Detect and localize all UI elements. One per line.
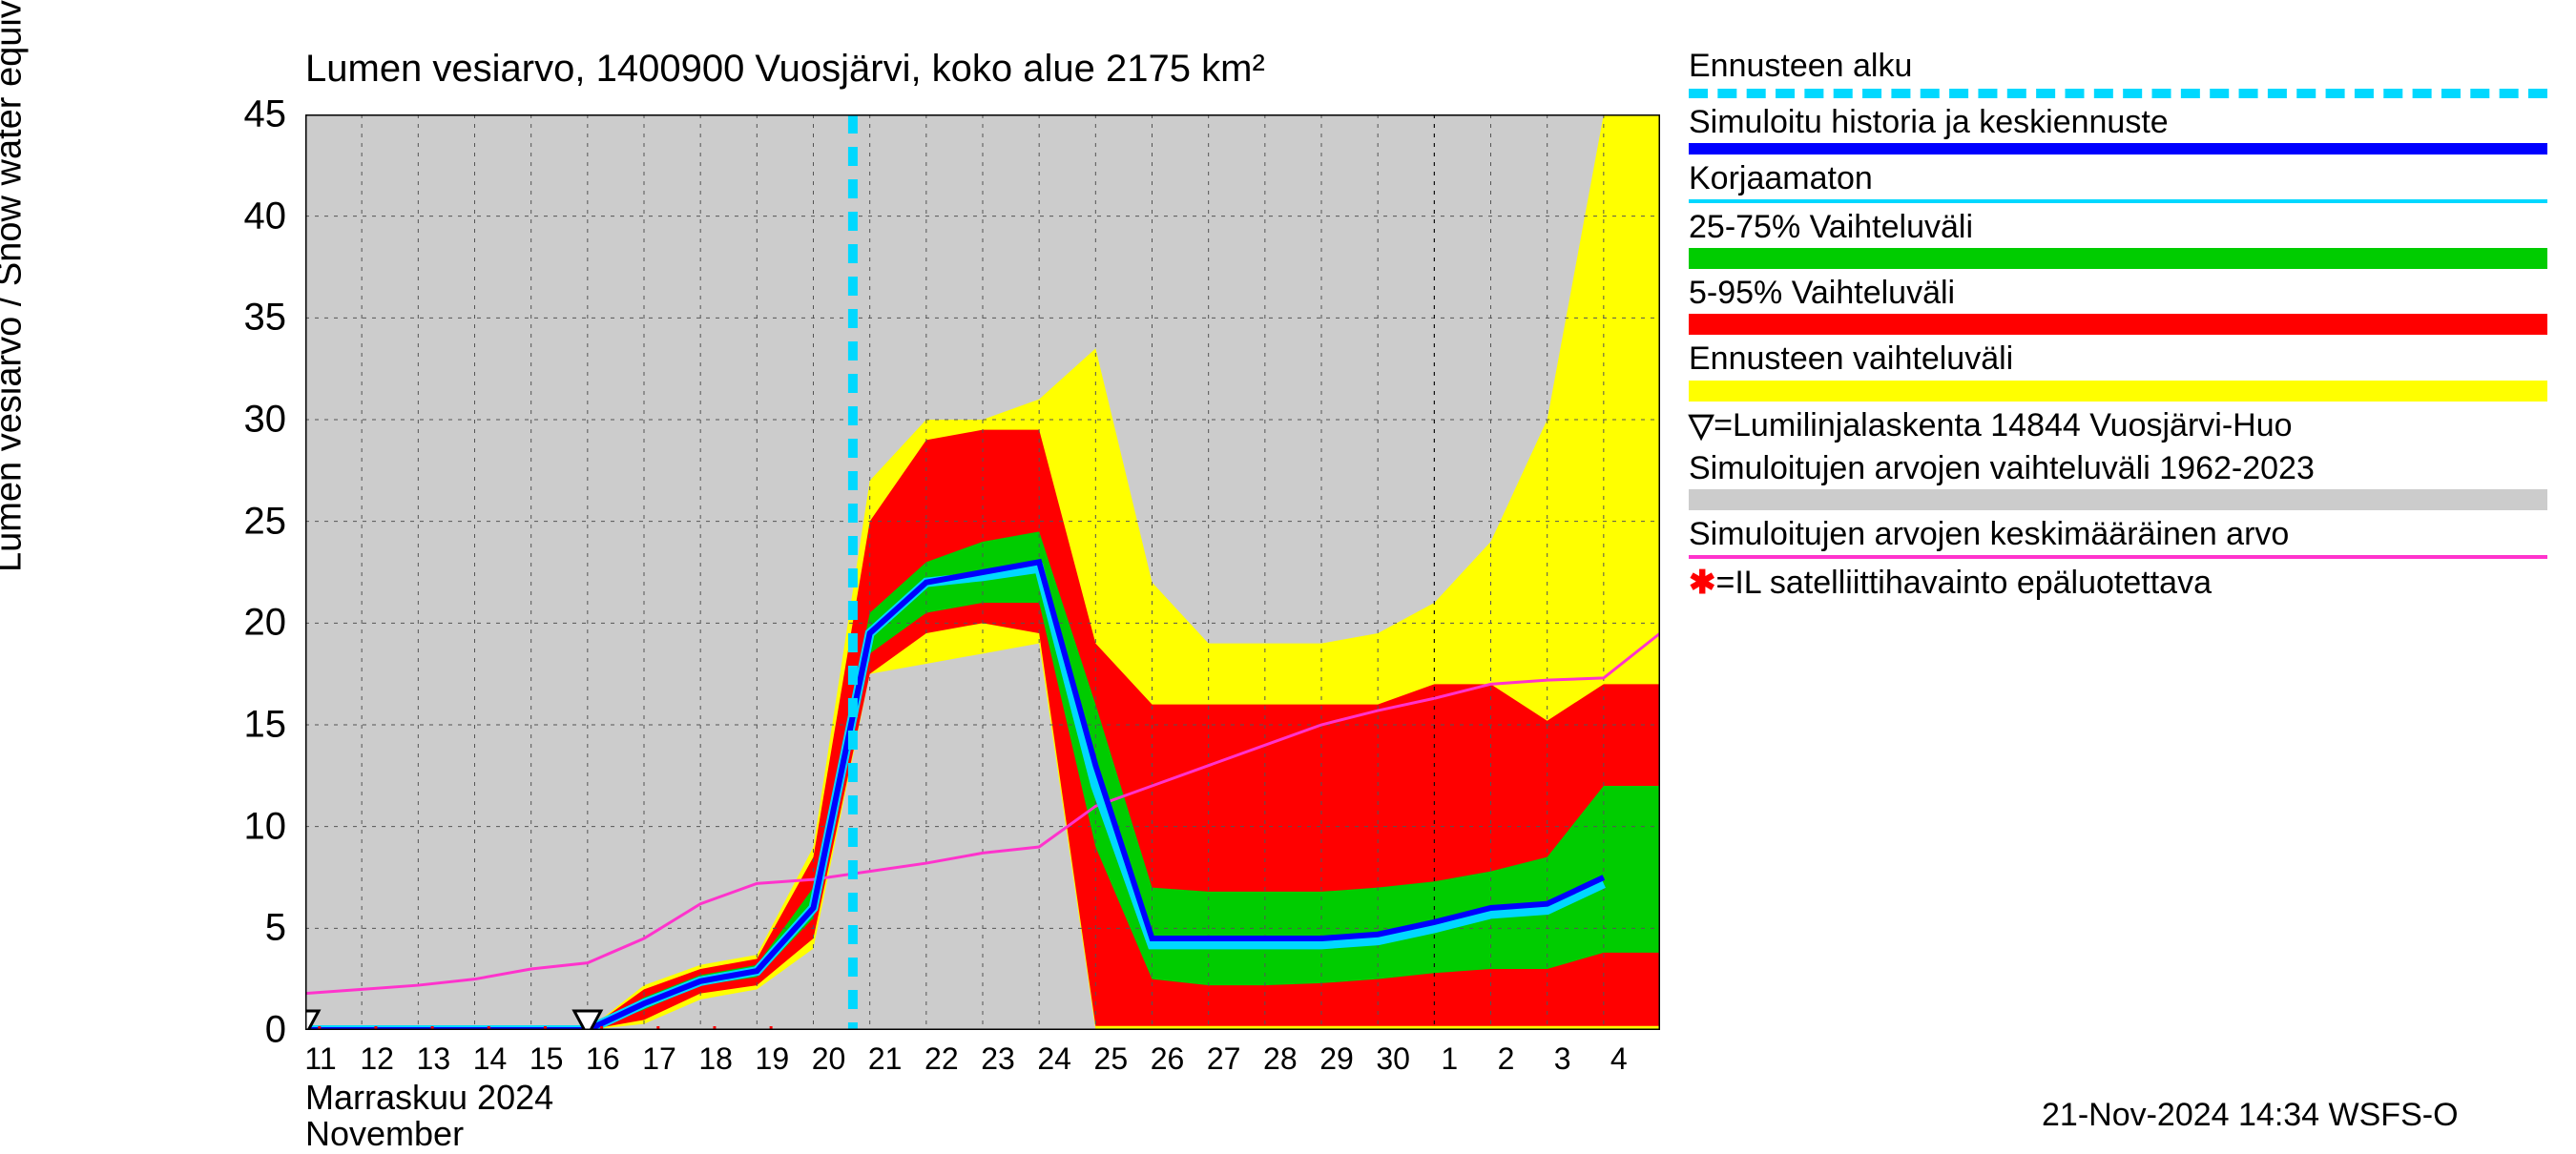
legend-entry: Ennusteen alku xyxy=(1689,48,2547,98)
xtick-label: 13 xyxy=(417,1041,451,1077)
legend-text: =Lumilinjalaskenta 14844 Vuosjärvi-Huo xyxy=(1714,407,2292,443)
legend-label: Simuloitu historia ja keskiennuste xyxy=(1689,104,2547,141)
xtick-label: 14 xyxy=(473,1041,508,1077)
xtick-label: 26 xyxy=(1151,1041,1185,1077)
legend-swatch xyxy=(1689,89,2547,98)
chart-footer-timestamp: 21-Nov-2024 14:34 WSFS-O xyxy=(2042,1097,2459,1134)
ytick-label: 25 xyxy=(0,500,286,543)
xtick-label: 16 xyxy=(586,1041,620,1077)
legend-text: =IL satelliittihavainto epäluotettava xyxy=(1716,565,2212,601)
asterisk-icon: ✱ xyxy=(1689,565,1716,601)
legend: Ennusteen alku Simuloitu historia ja kesk… xyxy=(1689,48,2547,608)
xtick-label: 25 xyxy=(1094,1041,1129,1077)
xtick-label: 15 xyxy=(530,1041,564,1077)
xtick-label: 28 xyxy=(1263,1041,1298,1077)
y-axis-label: Lumen vesiarvo / Snow water equiv. mm xyxy=(0,0,31,572)
xtick-label: 27 xyxy=(1207,1041,1241,1077)
legend-swatch xyxy=(1689,143,2547,155)
legend-entry: Ennusteen vaihteluväli xyxy=(1689,340,2547,401)
xtick-label: 12 xyxy=(360,1041,394,1077)
legend-label: Korjaamaton xyxy=(1689,160,2547,197)
legend-swatch xyxy=(1689,555,2547,559)
legend-swatch xyxy=(1689,248,2547,269)
legend-entry: Korjaamaton xyxy=(1689,160,2547,203)
triangle-down-icon: ▽ xyxy=(1689,407,1714,443)
legend-swatch xyxy=(1689,489,2547,510)
legend-label: 25-75% Vaihteluväli xyxy=(1689,209,2547,246)
legend-swatch xyxy=(1689,314,2547,335)
legend-label: Ennusteen alku xyxy=(1689,48,2547,85)
legend-label: 5-95% Vaihteluväli xyxy=(1689,275,2547,312)
legend-entry: ✱=IL satelliittihavainto epäluotettava xyxy=(1689,565,2547,602)
xtick-label: 23 xyxy=(981,1041,1015,1077)
legend-entry: Simuloitujen arvojen vaihteluväli 1962-2… xyxy=(1689,450,2547,510)
xtick-label: 2 xyxy=(1498,1041,1515,1077)
legend-swatch xyxy=(1689,199,2547,203)
xtick-label: 4 xyxy=(1610,1041,1628,1077)
chart-title: Lumen vesiarvo, 1400900 Vuosjärvi, koko … xyxy=(305,48,1265,91)
legend-entry: 25-75% Vaihteluväli xyxy=(1689,209,2547,269)
xtick-label: 19 xyxy=(756,1041,790,1077)
legend-swatch xyxy=(1689,381,2547,402)
ytick-label: 20 xyxy=(0,602,286,645)
ytick-label: 45 xyxy=(0,93,286,136)
legend-entry: ▽=Lumilinjalaskenta 14844 Vuosjärvi-Huo xyxy=(1689,407,2547,444)
ytick-label: 5 xyxy=(0,907,286,950)
x-axis-caption-month-en: November xyxy=(305,1114,464,1154)
ytick-label: 10 xyxy=(0,805,286,848)
xtick-label: 20 xyxy=(812,1041,846,1077)
ytick-label: 35 xyxy=(0,297,286,340)
x-axis-caption-month-fi: Marraskuu 2024 xyxy=(305,1078,553,1118)
xtick-label: 18 xyxy=(698,1041,733,1077)
legend-label: Ennusteen vaihteluväli xyxy=(1689,340,2547,378)
xtick-label: 24 xyxy=(1037,1041,1071,1077)
legend-entry: Simuloitujen arvojen keskimääräinen arvo xyxy=(1689,516,2547,559)
legend-label: Simuloitujen arvojen keskimääräinen arvo xyxy=(1689,516,2547,553)
xtick-label: 22 xyxy=(924,1041,959,1077)
legend-entry: Simuloitu historia ja keskiennuste xyxy=(1689,104,2547,155)
xtick-label: 17 xyxy=(642,1041,676,1077)
ytick-label: 15 xyxy=(0,704,286,747)
legend-label: Simuloitujen arvojen vaihteluväli 1962-2… xyxy=(1689,450,2547,487)
xtick-label: 21 xyxy=(868,1041,903,1077)
legend-label: ▽=Lumilinjalaskenta 14844 Vuosjärvi-Huo xyxy=(1689,407,2547,444)
xtick-label: 29 xyxy=(1319,1041,1354,1077)
chart-container: Lumen vesiarvo, 1400900 Vuosjärvi, koko … xyxy=(0,0,2576,1144)
ytick-label: 0 xyxy=(0,1009,286,1052)
xtick-label: 3 xyxy=(1554,1041,1571,1077)
legend-entry: 5-95% Vaihteluväli xyxy=(1689,275,2547,335)
ytick-label: 30 xyxy=(0,399,286,442)
xtick-label: 1 xyxy=(1441,1041,1458,1077)
xtick-label: 11 xyxy=(304,1041,336,1077)
legend-label: ✱=IL satelliittihavainto epäluotettava xyxy=(1689,565,2547,602)
xtick-label: 30 xyxy=(1376,1041,1410,1077)
plot-area xyxy=(305,114,1660,1030)
ytick-label: 40 xyxy=(0,195,286,237)
